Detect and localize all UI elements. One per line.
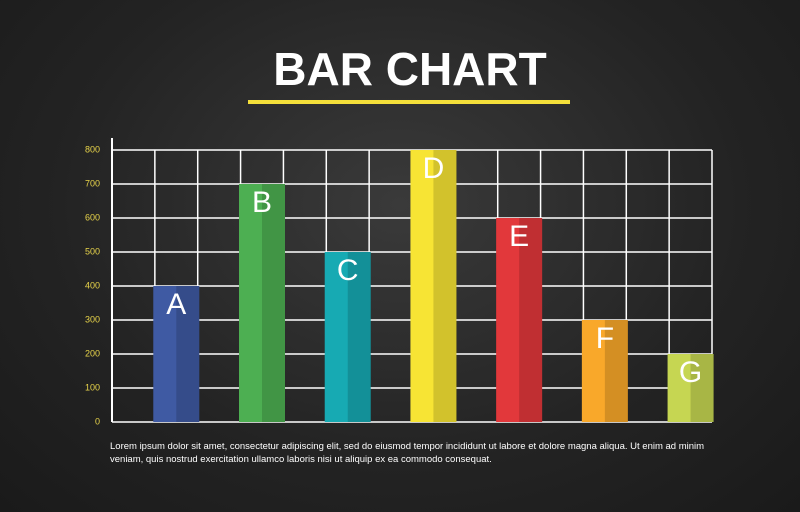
bar-label: G [679, 356, 702, 389]
bar [496, 218, 543, 422]
bar-shade [176, 286, 200, 422]
bar-shade [347, 252, 371, 422]
bar [667, 354, 714, 422]
y-tick-label: 500 [85, 246, 100, 256]
bar-label: E [509, 220, 529, 253]
bar [239, 184, 285, 422]
bar [581, 320, 628, 422]
y-tick-label: 700 [85, 178, 100, 188]
caption: Lorem ipsum dolor sit amet, consectetur … [110, 441, 705, 465]
bar [410, 150, 457, 422]
y-tick-label: 0 [95, 416, 100, 426]
bar-shade [262, 184, 285, 422]
bar-label: C [337, 254, 359, 287]
y-tick-label: 600 [85, 212, 100, 222]
y-tick-label: 800 [85, 144, 100, 154]
bar-shade [690, 354, 714, 422]
bar-label: B [252, 186, 272, 219]
y-tick-label: 300 [85, 314, 100, 324]
bar-label: D [423, 152, 445, 185]
y-tick-label: 200 [85, 348, 100, 358]
chart-title: BAR CHART [273, 43, 546, 95]
bar-shade [519, 218, 543, 422]
y-tick-label: 400 [85, 280, 100, 290]
bar-shade [433, 150, 457, 422]
bar-label: A [166, 288, 186, 321]
bar [153, 286, 200, 422]
bar-label: F [596, 322, 614, 355]
bar [324, 252, 371, 422]
bar-shade [604, 320, 628, 422]
y-tick-label: 100 [85, 382, 100, 392]
